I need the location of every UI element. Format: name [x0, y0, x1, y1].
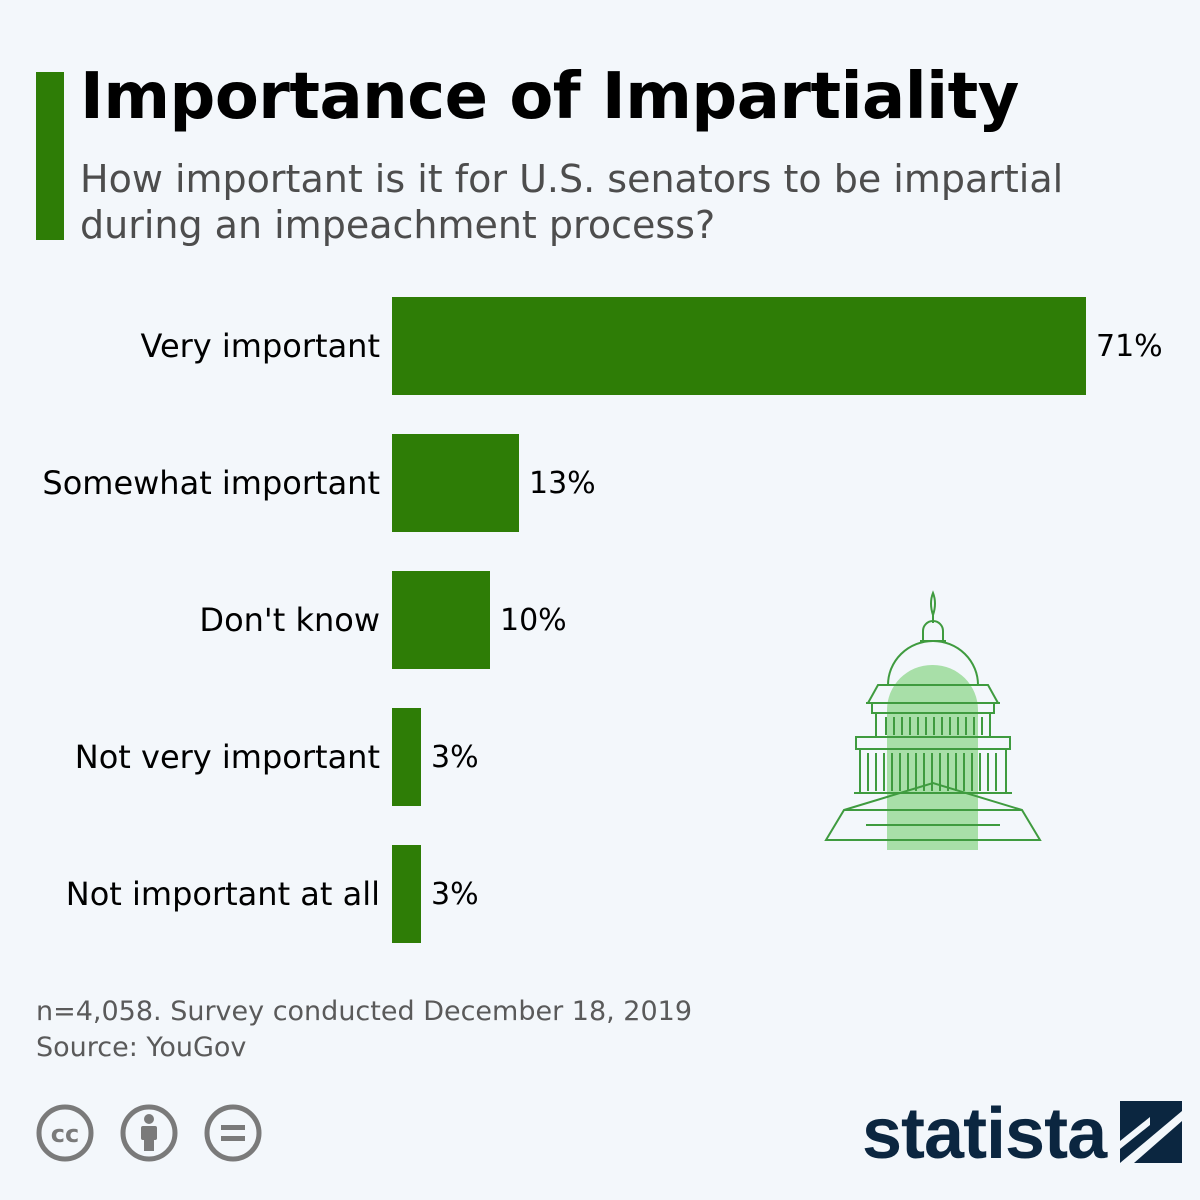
statista-logo[interactable]: statista	[862, 1094, 1183, 1174]
value-label: 3%	[431, 877, 479, 912]
bar-very-important	[392, 297, 1086, 395]
value-label: 10%	[500, 603, 567, 638]
bar-chart: Very important 71% Somewhat important 13% Do…	[42, 297, 1163, 943]
source-note: Source: YouGov	[36, 1032, 247, 1063]
category-label: Don't know	[199, 601, 380, 639]
page-subtitle: How important is it for U.S. senators to…	[80, 157, 1064, 247]
category-label: Not very important	[75, 738, 380, 776]
svg-text:cc: cc	[51, 1120, 79, 1148]
category-label: Somewhat important	[42, 464, 380, 502]
bar-not-important-at-all	[392, 845, 421, 943]
cc-icon[interactable]: cc	[36, 1104, 94, 1162]
bar-somewhat-important	[392, 434, 519, 532]
capitol-building-icon	[820, 585, 1060, 859]
statista-logo-icon	[1120, 1101, 1183, 1167]
value-label: 13%	[529, 466, 596, 501]
bar-not-very-important	[392, 708, 421, 806]
no-derivatives-icon[interactable]	[204, 1104, 262, 1162]
category-label: Very important	[141, 327, 380, 365]
footnote: n=4,058. Survey conducted December 18, 2…	[36, 994, 692, 1066]
license-icons: cc	[36, 1104, 262, 1162]
logo-wordmark: statista	[862, 1094, 1107, 1174]
survey-note: n=4,058. Survey conducted December 18, 2…	[36, 996, 693, 1027]
title-accent-bar	[36, 72, 64, 240]
value-label: 71%	[1096, 329, 1163, 364]
page-title: Importance of Impartiality	[80, 60, 1019, 134]
bar-don-t-know	[392, 571, 490, 669]
attribution-icon[interactable]	[120, 1104, 178, 1162]
value-label: 3%	[431, 740, 479, 775]
category-label: Not important at all	[66, 875, 380, 913]
